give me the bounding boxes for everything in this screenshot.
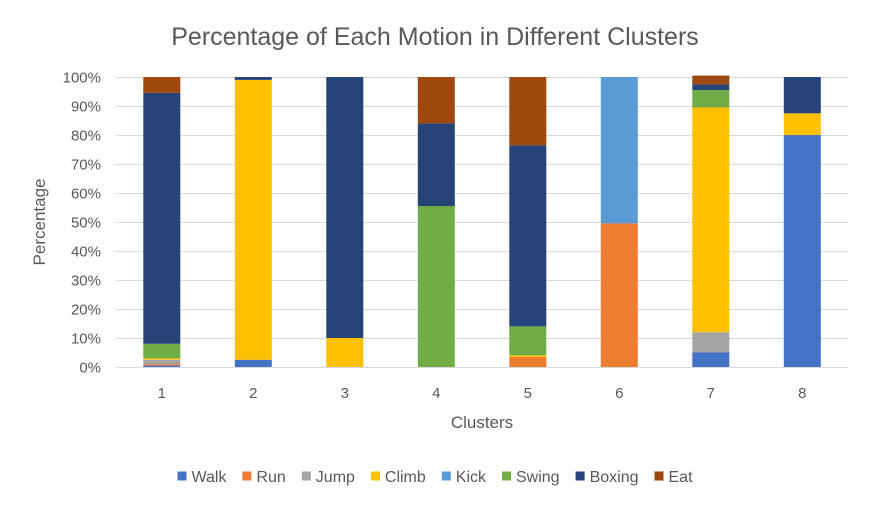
- bar-segment-climb-cluster-1: [143, 358, 181, 360]
- bar-segment-eat-cluster-1: [143, 77, 181, 93]
- legend-swatch: [502, 471, 511, 481]
- legend-swatch: [654, 471, 664, 481]
- legend-swatch: [575, 471, 585, 481]
- bar-segment-eat-cluster-7: [692, 75, 730, 85]
- legend-item-boxing: Boxing: [575, 469, 639, 486]
- x-tick-label: 1: [158, 385, 166, 402]
- bar-segment-swing-cluster-7: [692, 90, 730, 108]
- bar-segment-boxing-cluster-4: [417, 123, 455, 206]
- bar-segment-swing-cluster-4: [417, 206, 455, 367]
- bar-segment-walk-cluster-8: [783, 135, 821, 367]
- x-tick-label: 7: [707, 385, 715, 402]
- legend-label: Run: [256, 469, 285, 486]
- x-tick-label: 2: [249, 385, 257, 402]
- bar-segment-walk-cluster-1: [143, 365, 181, 367]
- legend: Walk Run Jump Climb Kick Swing Boxing Eat: [177, 469, 694, 486]
- x-tick-label: 6: [615, 385, 623, 402]
- y-tick-label: 80%: [71, 128, 101, 145]
- bar-segment-swing-cluster-1: [143, 343, 181, 359]
- legend-label: Boxing: [590, 469, 639, 486]
- bars: [143, 75, 821, 368]
- legend-swatch: [242, 471, 252, 481]
- bar-segment-climb-cluster-3: [326, 338, 364, 367]
- x-tick-label: 4: [432, 385, 440, 402]
- bar-segment-walk-cluster-7: [692, 352, 730, 367]
- x-axis-ticks: 1 2 3 4 5 6 7 8: [158, 385, 807, 402]
- y-tick-label: 70%: [71, 157, 101, 174]
- legend-swatch: [441, 471, 451, 481]
- legend-item-kick: Kick: [441, 469, 487, 486]
- bar-segment-climb-cluster-8: [783, 113, 821, 136]
- legend-item-walk: Walk: [177, 469, 228, 486]
- y-axis-ticks: 0% 10% 20% 30% 40% 50% 60% 70% 80% 90% 100%: [63, 70, 101, 377]
- legend-label: Climb: [385, 469, 426, 486]
- y-tick-label: 100%: [63, 70, 101, 87]
- bar-segment-boxing-cluster-7: [692, 84, 730, 91]
- legend-label: Kick: [456, 469, 487, 486]
- bar-segment-boxing-cluster-8: [783, 77, 821, 114]
- y-tick-label: 20%: [71, 302, 101, 319]
- bar-segment-jump-cluster-1: [143, 359, 181, 365]
- bar-segment-jump-cluster-7: [692, 332, 730, 353]
- bar-segment-swing-cluster-5: [509, 326, 547, 356]
- x-tick-label: 8: [798, 385, 806, 402]
- legend-swatch: [301, 471, 311, 481]
- bar-segment-run-cluster-6: [600, 223, 638, 367]
- x-axis-label: Clusters: [451, 413, 513, 432]
- y-tick-label: 10%: [71, 331, 101, 348]
- y-axis-label: Percentage: [30, 179, 49, 266]
- bar-segment-eat-cluster-5: [509, 77, 547, 146]
- x-tick-label: 5: [524, 385, 532, 402]
- bar-segment-climb-cluster-5: [509, 355, 547, 357]
- gridlines: [116, 77, 848, 339]
- legend-item-run: Run: [242, 469, 286, 486]
- legend-label: Jump: [316, 469, 355, 486]
- legend-item-jump: Jump: [301, 469, 355, 486]
- bar-segment-kick-cluster-6: [600, 77, 638, 224]
- bar-segment-boxing-cluster-1: [143, 92, 181, 344]
- y-tick-label: 0%: [79, 360, 101, 377]
- legend-item-eat: Eat: [654, 469, 694, 486]
- legend-swatch: [370, 471, 380, 481]
- legend-item-climb: Climb: [370, 469, 426, 486]
- bar-segment-boxing-cluster-3: [326, 77, 364, 338]
- bar-segment-walk-cluster-2: [234, 359, 272, 368]
- bar-segment-climb-cluster-7: [692, 107, 730, 333]
- chart-title: Percentage of Each Motion in Different C…: [171, 23, 699, 51]
- y-tick-label: 90%: [71, 99, 101, 116]
- y-tick-label: 50%: [71, 215, 101, 232]
- bar-segment-boxing-cluster-5: [509, 145, 547, 327]
- bar-segment-boxing-cluster-2: [234, 77, 272, 80]
- bar-segment-run-cluster-5: [509, 356, 547, 367]
- y-tick-label: 40%: [71, 244, 101, 261]
- bar-segment-climb-cluster-2: [234, 79, 272, 360]
- bar-segment-eat-cluster-4: [417, 77, 455, 124]
- legend-label: Eat: [669, 469, 694, 486]
- legend-swatch: [177, 471, 187, 481]
- legend-label: Swing: [516, 469, 560, 486]
- legend-item-swing: Swing: [502, 469, 560, 486]
- bar-segment-run-cluster-1: [143, 364, 181, 366]
- y-tick-label: 60%: [71, 186, 101, 203]
- y-tick-label: 30%: [71, 273, 101, 290]
- legend-label: Walk: [192, 469, 228, 486]
- x-tick-label: 3: [341, 385, 349, 402]
